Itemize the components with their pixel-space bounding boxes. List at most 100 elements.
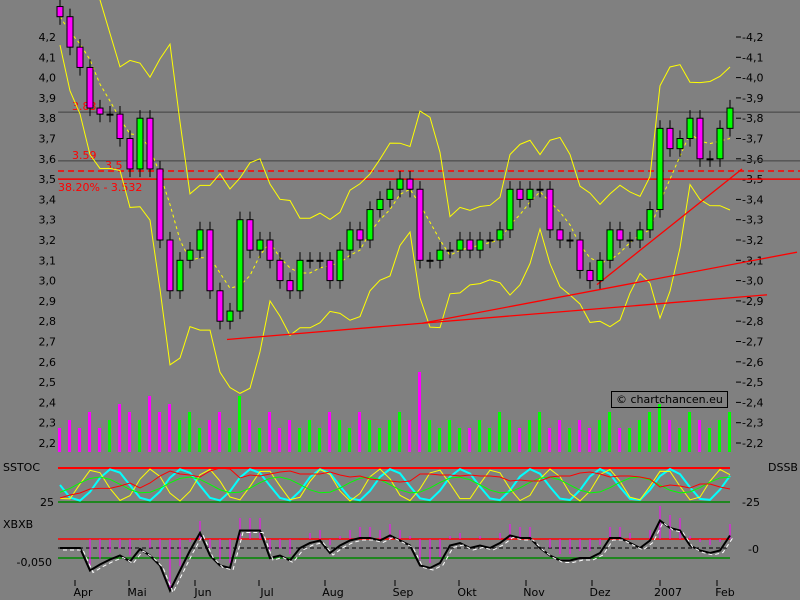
candle-body [336, 249, 344, 282]
y-tick-right: -3,2 [742, 234, 763, 247]
x-tick-label: Apr [73, 586, 93, 599]
volume-bar [238, 396, 241, 452]
candle-body [176, 259, 184, 292]
volume-bar [338, 420, 341, 452]
volume-bar [368, 420, 371, 452]
volume-bar [458, 428, 461, 452]
candle-body [546, 188, 554, 231]
x-tick-label: Aug [322, 586, 343, 599]
volume-bar [698, 420, 701, 452]
candle-body [246, 219, 254, 251]
volume-bar [538, 412, 541, 452]
y-tick-left: 3,0 [39, 275, 57, 288]
candle-body [266, 239, 274, 261]
volume-bar [448, 420, 451, 452]
candle-body [566, 239, 574, 242]
x-tick-label: Mai [127, 586, 146, 599]
candle-body [596, 259, 604, 282]
xbxb-tick-right: -0 [748, 543, 759, 556]
y-tick-right: -3,7 [742, 133, 763, 146]
y-tick-right: -2,9 [742, 295, 763, 308]
x-tick-label: Nov [523, 586, 545, 599]
candle-body [286, 280, 294, 292]
volume-bar [678, 428, 681, 452]
y-tick-right: -2,5 [742, 376, 763, 389]
volume-bar [418, 372, 421, 452]
y-tick-right: -3,3 [742, 214, 763, 227]
volume-bar [278, 428, 281, 452]
stoch-line-cyan [59, 467, 731, 502]
y-tick-left: 2,9 [39, 295, 57, 308]
volume-bar [248, 420, 251, 452]
candle-body [216, 290, 224, 322]
volume-bar [68, 420, 71, 452]
candle-body [386, 188, 394, 200]
candle-body [406, 178, 414, 190]
stoch-line-green [59, 476, 731, 494]
candle-body [206, 229, 214, 292]
volume-bar [348, 428, 351, 452]
level-label: 38.20% - 3.532 [58, 181, 142, 194]
y-tick-left: 4,0 [39, 72, 57, 85]
volume-bar [518, 428, 521, 452]
bollinger-mid [59, 16, 731, 289]
y-tick-right: -4,1 [742, 51, 763, 64]
x-tick-label: Okt [457, 586, 477, 599]
volume-bar [148, 396, 151, 452]
volume-bar [168, 404, 171, 452]
volume-bar [548, 428, 551, 452]
candle-body [86, 66, 94, 109]
candle-body [196, 229, 204, 251]
volume-bar [328, 412, 331, 452]
y-tick-left: 2,8 [39, 315, 57, 328]
x-tick-label: Jun [193, 586, 211, 599]
trendline [421, 251, 798, 324]
candle-body [666, 127, 674, 150]
stoch-line-red [59, 467, 731, 499]
volume-bar [298, 428, 301, 452]
candle-body [706, 158, 714, 161]
volume-bar [138, 420, 141, 452]
volume-bar [438, 428, 441, 452]
candle-body [506, 188, 514, 231]
y-tick-left: 3,1 [39, 254, 57, 267]
candle-body [556, 229, 564, 241]
candle-body [426, 259, 434, 262]
volume-bar [708, 428, 711, 452]
volume-bar [118, 404, 121, 452]
level-label: 3.59 [72, 149, 97, 162]
bollinger-lower [59, 45, 731, 394]
candle-body [186, 249, 194, 261]
volume-bar [578, 420, 581, 452]
candle-body [646, 209, 654, 231]
y-tick-left: 2,4 [39, 396, 57, 409]
y-tick-left: 3,2 [39, 234, 57, 247]
volume-bar [528, 420, 531, 452]
trendline [226, 322, 423, 341]
y-tick-left: 3,3 [39, 214, 57, 227]
volume-bar [358, 412, 361, 452]
volume-bar [378, 428, 381, 452]
candle-body [466, 239, 474, 251]
candle-body [536, 188, 544, 191]
volume-bar [318, 428, 321, 452]
y-tick-right: -2,6 [742, 356, 763, 369]
volume-bar [128, 412, 131, 452]
candle-body [526, 188, 534, 200]
candle-body [256, 239, 264, 251]
candle-body [456, 239, 464, 251]
candle-body [356, 229, 364, 241]
y-tick-left: 2,5 [39, 376, 57, 389]
candle-body [226, 310, 234, 322]
volume-bar [728, 412, 731, 452]
stoch-label-right: DSSB [768, 461, 798, 474]
trendline [421, 294, 768, 324]
y-tick-left: 3,6 [39, 153, 57, 166]
candle-body [96, 107, 104, 115]
volume-bar [158, 412, 161, 452]
watermark: © chartchancen.eu [611, 391, 728, 408]
y-tick-left: 3,9 [39, 92, 57, 105]
volume-bar [608, 412, 611, 452]
y-tick-left: 3,7 [39, 133, 57, 146]
